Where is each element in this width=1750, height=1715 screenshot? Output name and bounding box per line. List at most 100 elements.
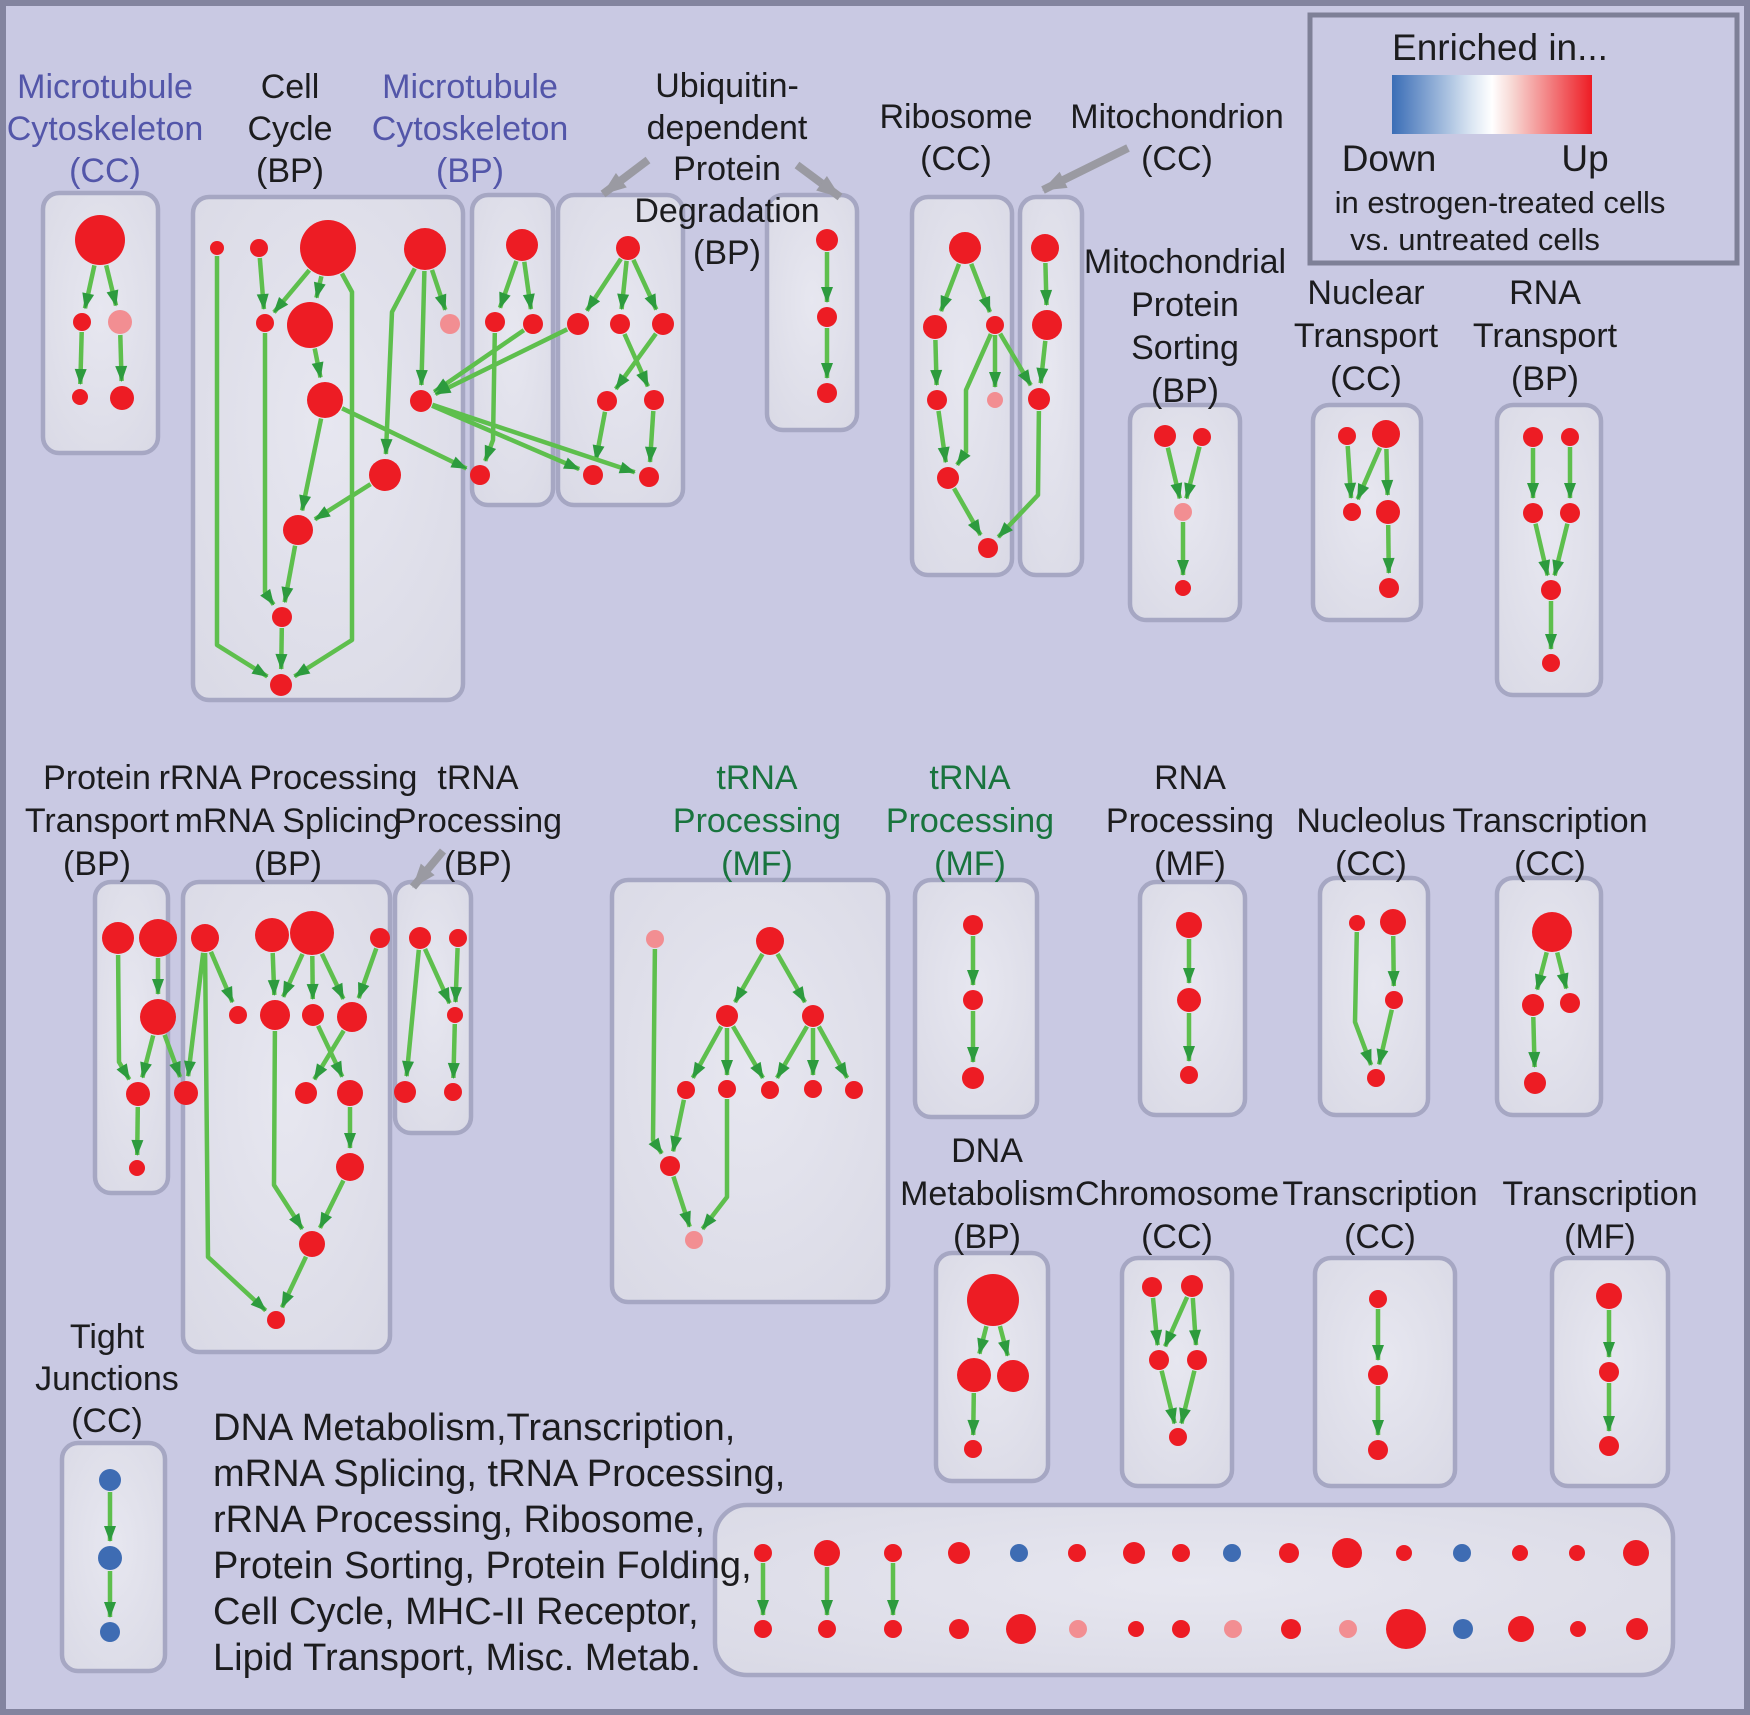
edge — [1555, 951, 1569, 990]
group-label-protein-transport: Protein — [43, 759, 151, 797]
gene-node-misc-t3 — [884, 1544, 902, 1562]
gene-node-transcription-cc-bottom-b — [1368, 1365, 1388, 1385]
gene-node-microtubule-cc-r2 — [110, 386, 134, 410]
edge — [1184, 446, 1202, 500]
edge — [997, 1325, 1010, 1357]
group-label-dna-metabolism: DNA — [951, 1132, 1023, 1170]
gene-node-trna-mf-small-c — [962, 1067, 984, 1089]
gene-node-cell-cycle-f — [287, 302, 333, 348]
edge — [281, 953, 305, 998]
group-box-microtubule-cc — [40, 190, 161, 456]
gene-node-rrna-mrna-t1 — [299, 1231, 325, 1257]
gene-node-transcription-cc-bottom-a — [1369, 1290, 1387, 1308]
edge — [356, 947, 379, 1000]
group-label-rna-transport: RNA — [1509, 274, 1581, 312]
group-label-microtubule-cc: (CC) — [69, 152, 141, 190]
group-label-chromosome: Chromosome — [1075, 1175, 1279, 1213]
gene-node-nuclear-transport-c — [1343, 503, 1361, 521]
edge — [311, 348, 324, 379]
gene-node-ubiquitin-1-r1 — [567, 313, 589, 335]
edge — [1381, 448, 1394, 496]
edge — [312, 1029, 346, 1081]
gene-node-rna-processing-mf-b — [1177, 988, 1201, 1012]
gene-node-misc-b6 — [1069, 1620, 1087, 1638]
gene-node-trna-mf-big-b3 — [761, 1081, 779, 1099]
gene-node-microtubule-bp-b — [470, 465, 490, 485]
group-label-nucleolus: (CC) — [1335, 845, 1407, 883]
category-list-line: rRNA Processing, Ribosome, — [213, 1499, 705, 1541]
gene-node-rna-processing-mf-a — [1176, 912, 1202, 938]
gene-node-misc-t16 — [1623, 1540, 1649, 1566]
gene-node-nucleolus-d — [1367, 1069, 1385, 1087]
group-label-microtubule-bp: Microtubule — [382, 68, 558, 106]
gene-node-misc-b12 — [1386, 1609, 1426, 1649]
legend-down-label: Down — [1342, 138, 1437, 179]
gene-node-misc-b3 — [884, 1620, 902, 1638]
gene-node-nuclear-transport-d — [1376, 500, 1400, 524]
gene-node-mito-sorting-a — [1154, 425, 1176, 447]
group-label-transcription-mf: Transcription — [1502, 1175, 1697, 1213]
group-label-ubiquitin-1: dependent — [647, 109, 808, 147]
gene-node-misc-b13 — [1453, 1619, 1473, 1639]
gene-node-trna-mf-big-w — [685, 1231, 703, 1249]
category-list-line: mRNA Splicing, tRNA Processing, — [213, 1453, 785, 1495]
gene-node-rrna-mrna-r2 — [295, 1082, 317, 1104]
gene-node-nucleolus-b — [1380, 909, 1406, 935]
gene-node-microtubule-cc-l2 — [72, 389, 88, 405]
group-label-rna-processing-mf: RNA — [1154, 759, 1226, 797]
edge — [1382, 524, 1395, 574]
gene-node-rrna-mrna-r3 — [337, 1080, 363, 1106]
gene-node-cell-cycle-a — [210, 241, 224, 255]
group-box-nucleolus — [1317, 875, 1431, 1118]
group-label-chromosome: (CC) — [1141, 1218, 1213, 1256]
edge — [402, 949, 422, 1078]
edge — [700, 1099, 730, 1231]
legend-box — [1307, 12, 1740, 266]
edge — [115, 334, 128, 382]
gene-node-transcription-mf-a — [1596, 1283, 1622, 1309]
edge — [306, 955, 319, 1000]
edge — [613, 332, 658, 391]
gene-node-chromosome-d — [1187, 1350, 1207, 1370]
mitochondrion-pointer-icon — [1041, 144, 1130, 194]
gene-node-misc-b10 — [1281, 1619, 1301, 1639]
gene-node-rrna-mrna-p3 — [290, 911, 334, 955]
edge — [955, 333, 993, 467]
group-label-rna-transport: (BP) — [1511, 360, 1579, 398]
edge — [1533, 523, 1551, 577]
gene-node-trna-bp-e — [444, 1083, 462, 1101]
category-list-line: Lipid Transport, Misc. Metab. — [213, 1637, 701, 1679]
gene-node-cell-cycle-l — [272, 607, 292, 627]
gene-node-mito-sorting-d — [1175, 580, 1191, 596]
gene-node-protein-transport-a — [102, 922, 134, 954]
gene-node-misc-t7 — [1123, 1542, 1145, 1564]
gene-node-rna-transport-e — [1541, 580, 1561, 600]
gene-node-mitochondrion-cc-E — [1028, 388, 1050, 410]
gene-node-misc-b9 — [1224, 1620, 1242, 1638]
edge — [208, 950, 235, 1004]
gene-node-trna-mf-big-mR — [802, 1005, 824, 1027]
edge — [733, 952, 765, 1004]
gene-node-protein-transport-d — [126, 1082, 150, 1106]
edge — [131, 1106, 144, 1156]
gene-node-ubiquitin-1-s1 — [597, 391, 617, 411]
group-label-mito-sorting: (BP) — [1151, 372, 1219, 410]
edge — [936, 410, 950, 464]
gene-node-ribosome-cc-F — [937, 467, 959, 489]
gene-node-misc-b11 — [1339, 1620, 1357, 1638]
group-box-chromosome — [1119, 1255, 1235, 1489]
edge — [214, 256, 269, 679]
gene-node-trna-bp-b — [449, 929, 467, 947]
gene-node-nucleolus-a — [1349, 915, 1365, 931]
group-label-cell-cycle: Cell — [261, 68, 320, 106]
group-label-microtubule-bp: (BP) — [436, 152, 504, 190]
gene-node-trna-bp-d — [394, 1081, 416, 1103]
gene-node-cell-cycle-b — [250, 239, 268, 257]
edge — [104, 264, 119, 307]
edge — [1179, 1370, 1197, 1425]
edge — [1534, 951, 1549, 991]
group-label-mitochondrion-cc: Mitochondrion — [1070, 98, 1284, 136]
gene-node-microtubule-cc-rp — [108, 310, 132, 334]
group-label-cell-cycle: (BP) — [256, 152, 324, 190]
gene-node-rrna-mrna-u1 — [267, 1311, 285, 1329]
